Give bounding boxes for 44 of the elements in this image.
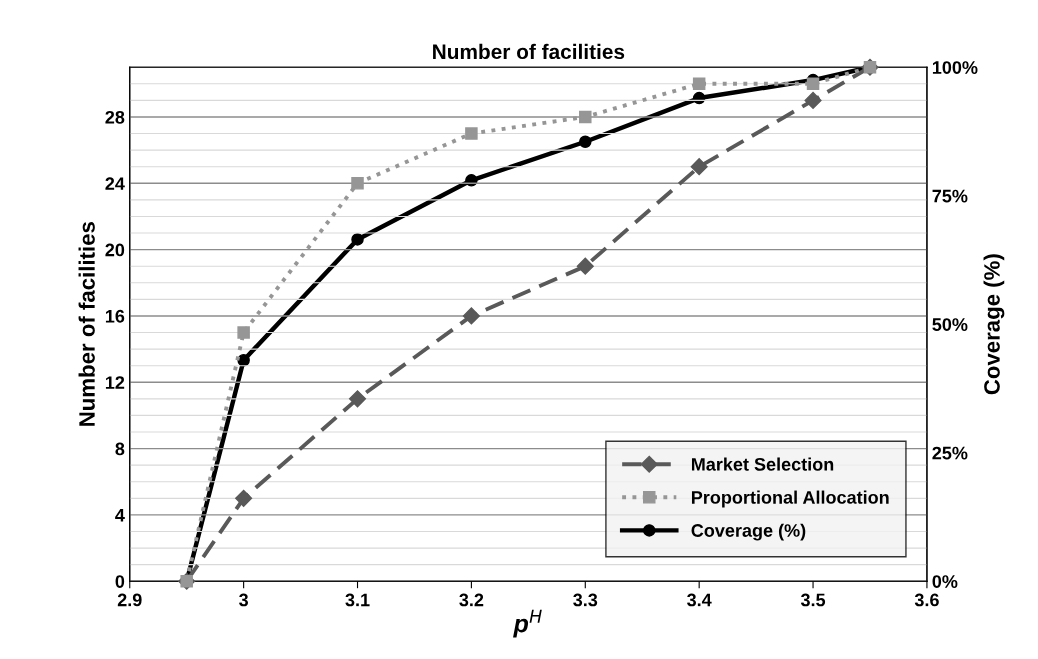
point bbox=[579, 135, 592, 149]
y2-tick-label: 100% bbox=[932, 61, 978, 74]
point bbox=[806, 77, 820, 91]
y-tick-label: 8 bbox=[115, 442, 125, 456]
x-tick-label: 3.1 bbox=[345, 593, 370, 607]
point bbox=[351, 233, 364, 246]
point bbox=[692, 91, 706, 105]
point bbox=[465, 127, 478, 140]
point bbox=[462, 307, 480, 325]
x-axis-title: p$^{H}$ bbox=[513, 609, 542, 638]
x-tick-label: 2.9 bbox=[117, 593, 142, 607]
y-axis-title: Number of facilities bbox=[78, 222, 95, 426]
legend-label: Market Selection bbox=[691, 457, 834, 471]
y2-tick-label: 25% bbox=[932, 446, 968, 460]
legend-label: Coverage (%) bbox=[691, 523, 806, 541]
point bbox=[692, 77, 706, 91]
y-tick-label: 28 bbox=[105, 110, 125, 124]
point bbox=[348, 390, 367, 408]
x-tick-label: 3.4 bbox=[687, 593, 712, 607]
y2-tick-label: 50% bbox=[932, 318, 968, 331]
x-tick-label: 3.5 bbox=[800, 593, 826, 607]
y-tick-label: 24 bbox=[105, 177, 125, 190]
x-tick-label: 3.6 bbox=[914, 593, 939, 607]
y2-axis-title: Coverage (%) bbox=[983, 254, 1005, 395]
chart-title: Number of facilities bbox=[433, 43, 625, 60]
point bbox=[579, 110, 592, 124]
x-tick-label: 3 bbox=[239, 593, 248, 607]
point bbox=[237, 326, 250, 339]
point bbox=[804, 91, 822, 109]
y-tick-label: 0 bbox=[115, 575, 125, 588]
y2-tick-label: 0% bbox=[932, 575, 958, 588]
y-tick-label: 4 bbox=[115, 509, 125, 522]
y2-tick-label: 75% bbox=[932, 189, 968, 203]
y-tick-label: 12 bbox=[105, 376, 125, 389]
point bbox=[576, 257, 594, 275]
point bbox=[235, 489, 253, 507]
point bbox=[465, 174, 478, 187]
y-tick-label: 16 bbox=[105, 309, 125, 323]
y-tick-label: 20 bbox=[105, 243, 125, 257]
x-tick-label: 3.3 bbox=[573, 593, 598, 607]
point bbox=[690, 158, 708, 176]
legend-label: Proportional Allocation bbox=[691, 490, 889, 508]
point bbox=[351, 177, 364, 190]
x-tick-label: 3.2 bbox=[459, 593, 484, 607]
